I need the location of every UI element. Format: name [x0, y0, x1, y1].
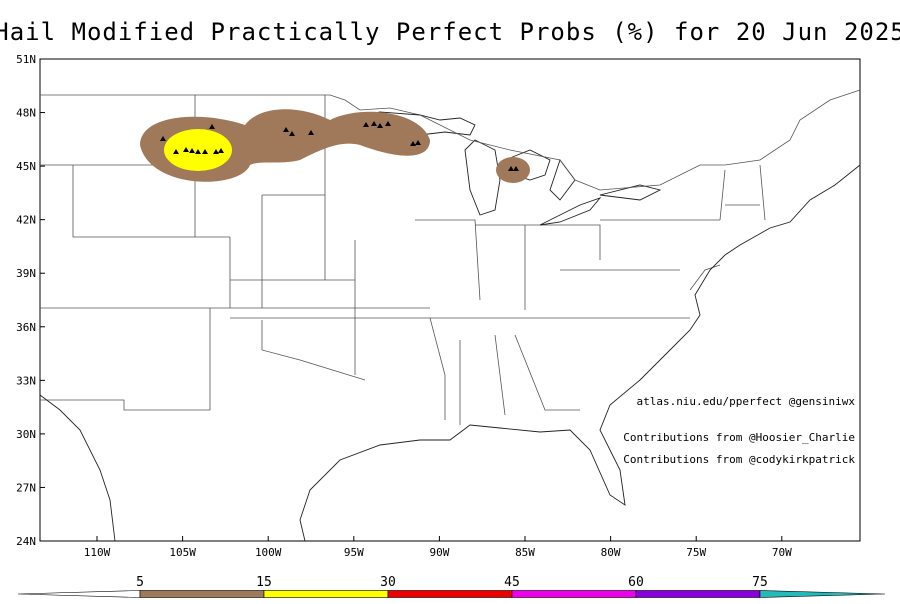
colorbar-end: [759, 590, 886, 598]
annotation: Contributions from @codykirkpatrick: [623, 453, 855, 466]
lat-label: 42N: [16, 214, 36, 227]
lon-label: 90W: [429, 546, 449, 559]
lon-label: 75W: [686, 546, 706, 559]
canada-border: [419, 89, 861, 191]
colorbar-end: [17, 590, 141, 598]
colorbar-segment: [387, 590, 513, 598]
coastline: [39, 394, 116, 542]
lon-label: 110W: [84, 546, 111, 559]
colorbar-segment: [139, 590, 265, 598]
coastline: [299, 164, 861, 542]
annotation: Contributions from @Hoosier_Charlie: [623, 431, 855, 444]
axes: 51N 48N 45N 42N 39N 36N 33N 30N 27N 24N 110W 105W 10…: [16, 53, 792, 559]
lon-label: 70W: [772, 546, 792, 559]
colorbar-label: 75: [752, 575, 768, 590]
lat-label: 45N: [16, 160, 36, 173]
annotation: atlas.niu.edu/pperfect @gensiniwx: [636, 395, 855, 408]
lat-label: 39N: [16, 267, 36, 280]
colorbar-segment: [511, 590, 637, 598]
colorbar-segment: [635, 590, 761, 598]
colorbar-label: 60: [628, 575, 644, 590]
title: Hail Modified Practically Perfect Probs …: [0, 18, 900, 46]
lat-label: 48N: [16, 107, 36, 120]
colorbar-label: 45: [504, 575, 520, 590]
colorbar-label: 15: [256, 575, 272, 590]
lon-label: 100W: [255, 546, 282, 559]
lat-label: 33N: [16, 374, 36, 387]
lat-label: 30N: [16, 428, 36, 441]
lon-label: 105W: [169, 546, 196, 559]
lat-label: 27N: [16, 481, 36, 494]
colorbar-segment: [263, 590, 389, 598]
lat-label: 51N: [16, 53, 36, 66]
lon-label: 85W: [515, 546, 535, 559]
lat-label: 36N: [16, 321, 36, 334]
lat-label: 24N: [16, 535, 36, 548]
colorbar: 5 15 30 45 60 75: [17, 575, 886, 598]
hail-probability: [140, 109, 530, 183]
lon-label: 95W: [344, 546, 364, 559]
colorbar-label: 30: [380, 575, 396, 590]
great-lakes: [344, 111, 662, 226]
colorbar-label: 5: [136, 575, 144, 590]
annotations: atlas.niu.edu/pperfect @gensiniwx Contrib…: [623, 395, 855, 466]
lon-label: 80W: [601, 546, 621, 559]
